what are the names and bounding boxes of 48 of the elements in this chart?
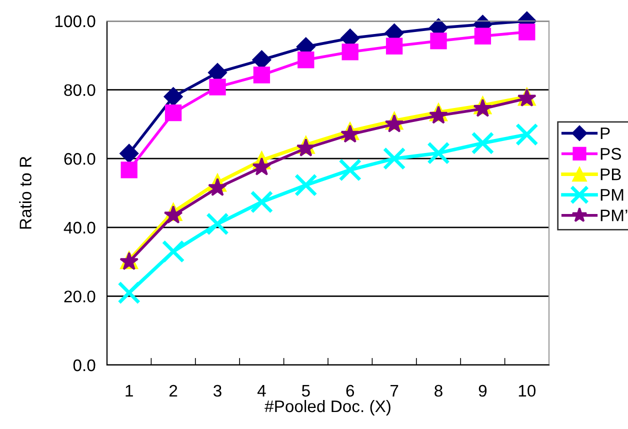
legend-label: PS: [600, 148, 621, 160]
y-tick-label: 40.0: [64, 222, 96, 234]
point: [250, 190, 274, 214]
x-tick-label: 9: [478, 384, 487, 397]
x-tick-label: 2: [170, 384, 178, 397]
x-tick-label: 4: [257, 385, 266, 397]
point: [471, 132, 494, 155]
point: [208, 178, 227, 196]
point: [298, 52, 314, 68]
point: [427, 142, 450, 165]
x-tick-label: 6: [346, 384, 354, 397]
y-tick-label: 60.0: [64, 153, 96, 165]
point: [518, 24, 536, 40]
legend-label: PM’: [600, 210, 628, 222]
x-axis-title: #Pooled Doc. (X): [264, 400, 390, 416]
x-tick-label: 10: [518, 384, 536, 397]
point: [252, 157, 272, 176]
y-tick-label: 0.0: [73, 359, 96, 372]
point: [120, 162, 138, 178]
point: [294, 174, 318, 197]
point: [120, 144, 139, 163]
x-tick-label: 7: [390, 385, 398, 397]
point: [209, 78, 226, 96]
x-tick-label: 3: [214, 384, 222, 397]
point: [338, 158, 362, 182]
legend-label: PM: [600, 189, 624, 201]
point: [386, 38, 403, 54]
y-tick-label: 80.0: [64, 84, 96, 96]
y-tick-label: 100.0: [55, 15, 96, 28]
point: [206, 212, 229, 236]
x-tick-label: 5: [302, 385, 310, 397]
point: [164, 205, 183, 224]
point: [164, 104, 182, 122]
legend-label: PB: [600, 168, 621, 180]
point: [253, 66, 270, 84]
x-tick-label: 8: [434, 384, 442, 397]
x-tick-label: 1: [126, 385, 133, 397]
point: [515, 123, 538, 146]
point: [430, 32, 447, 50]
legend-label: P: [600, 128, 610, 140]
y-tick-label: 20.0: [64, 290, 96, 302]
point: [474, 28, 492, 44]
point: [118, 281, 141, 304]
point: [164, 87, 183, 106]
y-axis-title: Ratio to R: [19, 156, 32, 229]
point: [382, 147, 406, 170]
point: [342, 44, 358, 60]
point: [162, 240, 185, 263]
